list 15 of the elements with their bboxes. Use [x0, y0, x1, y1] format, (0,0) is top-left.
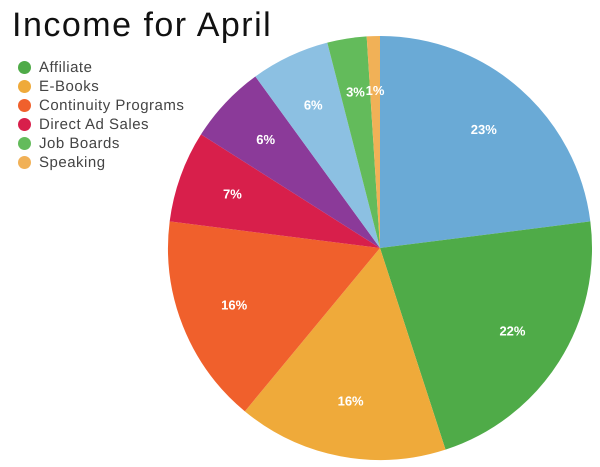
data-label: 7% — [222, 186, 242, 202]
legend-label: E-Books — [39, 78, 100, 95]
data-label: 23% — [470, 122, 498, 137]
data-label: 22% — [499, 324, 526, 339]
legend-label: Continuity Programs — [39, 97, 184, 114]
legend-label: Job Boards — [39, 135, 120, 152]
data-label: 16% — [338, 394, 364, 409]
data-label: 16% — [221, 297, 248, 312]
chart-title: Income for April — [12, 6, 272, 44]
data-label: 3% — [346, 84, 366, 100]
data-label: 6% — [304, 98, 324, 113]
legend-label: Affiliate — [39, 59, 92, 76]
legend-label: Speaking — [39, 154, 106, 171]
data-label: 6% — [256, 132, 276, 148]
legend-label: Direct Ad Sales — [39, 116, 150, 133]
